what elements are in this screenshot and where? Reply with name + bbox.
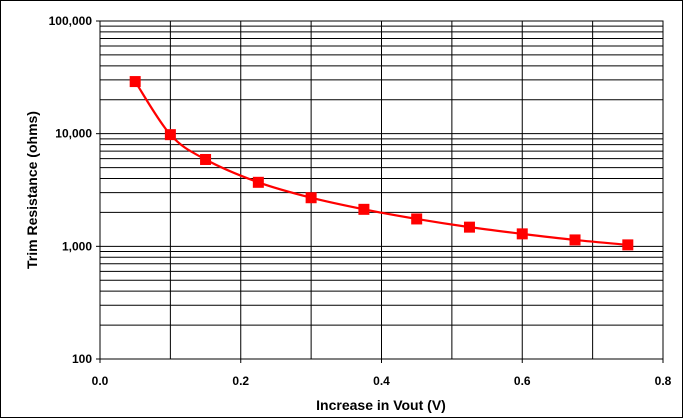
data-point-marker <box>129 76 141 88</box>
data-point-marker <box>200 153 212 165</box>
data-point-marker <box>358 203 370 215</box>
axes <box>96 20 664 363</box>
data-point-marker <box>463 221 475 233</box>
data-point-marker <box>411 213 423 225</box>
data-point-marker <box>164 129 176 141</box>
x-axis-title: Increase in Vout (V) <box>316 397 446 413</box>
y-tick-label: 100 <box>72 352 92 366</box>
y-tick-label: 100,000 <box>49 14 93 28</box>
data-point-marker <box>305 192 317 204</box>
x-tick-label: 0.8 <box>655 374 672 388</box>
y-axis-title: Trim Resistance (ohms) <box>24 111 40 269</box>
data-point-marker <box>252 176 264 188</box>
x-tick-label: 0.0 <box>92 374 109 388</box>
data-point-marker <box>569 234 581 246</box>
data-point-marker <box>516 228 528 240</box>
tick-labels: 0.0 0.2 0.4 0.6 0.8 100 1,000 10,000 100,000 <box>49 14 672 388</box>
x-tick-label: 0.2 <box>232 374 249 388</box>
series-group <box>129 76 634 251</box>
data-point-marker <box>622 239 634 251</box>
x-tick-label: 0.4 <box>373 374 390 388</box>
y-tick-label: 1,000 <box>62 239 92 253</box>
y-tick-label: 10,000 <box>55 127 92 141</box>
x-tick-label: 0.6 <box>514 374 531 388</box>
